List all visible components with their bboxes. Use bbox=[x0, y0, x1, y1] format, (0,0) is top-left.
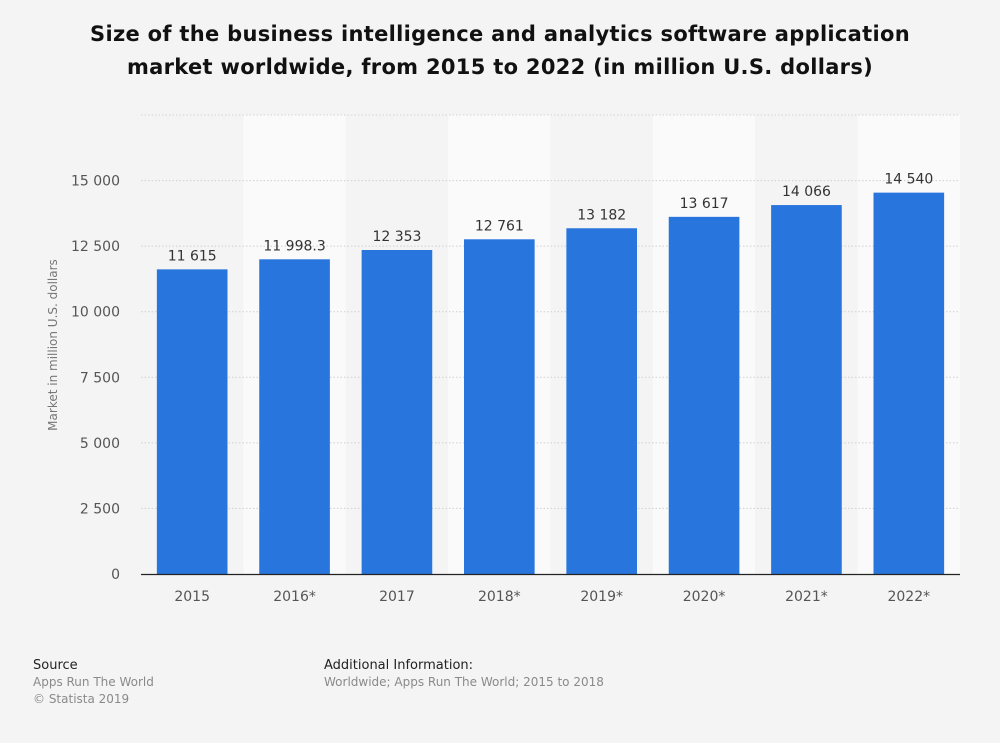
x-tick-label: 2016* bbox=[273, 589, 316, 605]
bar bbox=[873, 192, 945, 574]
y-tick-label: 2 500 bbox=[80, 501, 120, 517]
value-label: 11 998.3 bbox=[263, 238, 325, 254]
value-label: 11 615 bbox=[168, 248, 217, 264]
y-tick-label: 7 500 bbox=[80, 370, 120, 386]
value-label: 13 182 bbox=[577, 207, 626, 223]
bar bbox=[156, 269, 228, 574]
source-line-1: Apps Run The World bbox=[33, 675, 154, 689]
bar bbox=[771, 205, 842, 574]
bar bbox=[463, 239, 535, 575]
y-tick-label: 5 000 bbox=[80, 436, 120, 452]
chart-title: Size of the business intelligence and an… bbox=[40, 18, 960, 84]
x-tick-label: 2022* bbox=[887, 589, 930, 605]
x-tick-label: 2021* bbox=[785, 589, 828, 605]
value-labels: 11 615 11 998.3 12 353 12 761 13 182 13 617 14… bbox=[168, 172, 934, 265]
bar bbox=[259, 259, 330, 574]
source-line-2: © Statista 2019 bbox=[33, 692, 130, 706]
source-heading: Source bbox=[33, 658, 78, 673]
bars bbox=[156, 192, 945, 575]
additional-info-heading: Additional Information: bbox=[324, 658, 474, 673]
y-axis-ticks: 0 2 500 5 000 7 500 10 000 12 500 15 000 bbox=[71, 174, 120, 583]
footer-additional-info: Additional Information: Worldwide; Apps … bbox=[324, 657, 604, 691]
x-axis-ticks: 2015 2016* 2017 2018* 2019* 2020* 2021* 2022* bbox=[174, 589, 930, 605]
value-label: 14 066 bbox=[782, 184, 831, 200]
value-label: 14 540 bbox=[884, 172, 933, 188]
value-label: 12 761 bbox=[475, 218, 524, 234]
footer-source: Source Apps Run The World © Statista 201… bbox=[33, 657, 154, 708]
bar bbox=[668, 216, 740, 575]
y-tick-label: 0 bbox=[111, 567, 120, 583]
x-tick-label: 2019* bbox=[580, 589, 623, 605]
y-tick-label: 10 000 bbox=[71, 305, 120, 321]
x-tick-label: 2018* bbox=[478, 589, 521, 605]
value-label: 13 617 bbox=[680, 196, 729, 212]
y-tick-label: 12 500 bbox=[71, 239, 120, 255]
y-axis-label: Market in million U.S. dollars bbox=[46, 259, 60, 431]
x-tick-label: 2017 bbox=[379, 589, 415, 605]
x-tick-label: 2020* bbox=[683, 589, 726, 605]
additional-info-line: Worldwide; Apps Run The World; 2015 to 2… bbox=[324, 675, 604, 689]
bar bbox=[361, 249, 433, 574]
chart-title-line-2: market worldwide, from 2015 to 2022 (in … bbox=[126, 55, 874, 79]
value-label: 12 353 bbox=[372, 229, 421, 245]
x-tick-label: 2015 bbox=[174, 589, 210, 605]
bar bbox=[566, 228, 638, 574]
chart-title-line-1: Size of the business intelligence and an… bbox=[90, 22, 910, 46]
y-tick-label: 15 000 bbox=[71, 174, 120, 190]
